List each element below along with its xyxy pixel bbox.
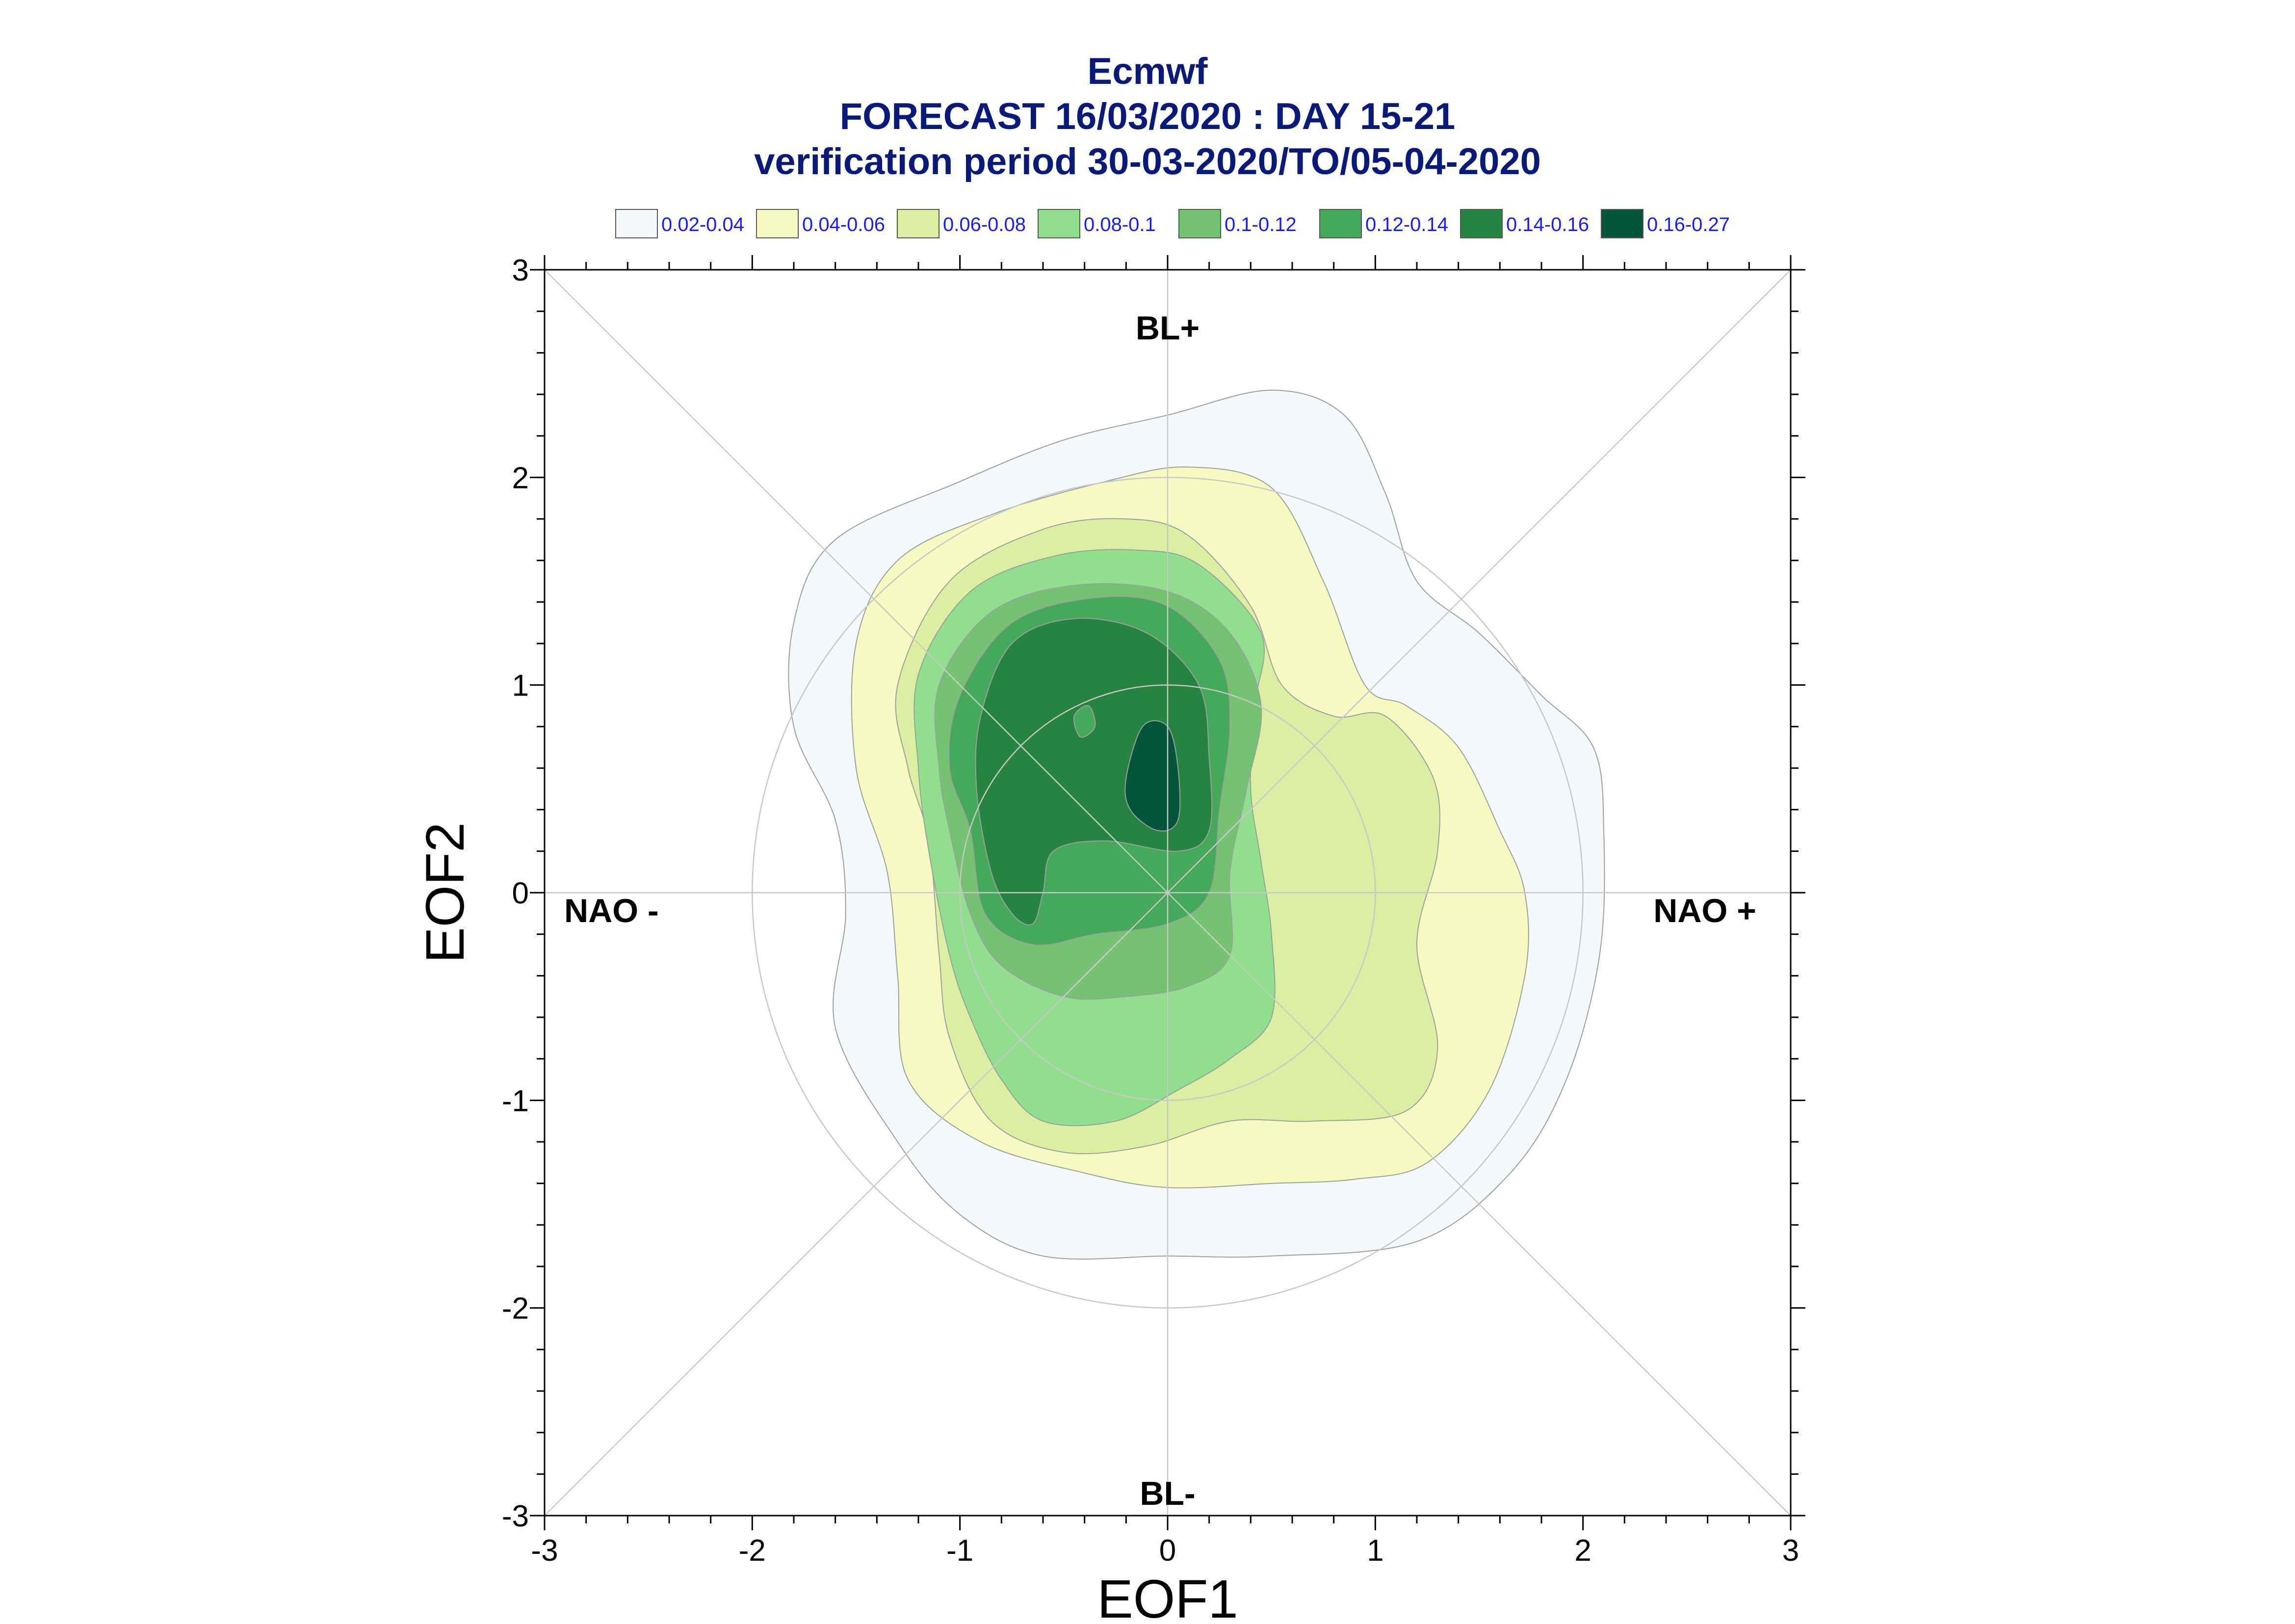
legend-swatch-0.04-0.06	[756, 209, 799, 238]
legend-swatch-0.06-0.08	[897, 209, 939, 238]
y-tick-label: -3	[502, 1499, 529, 1533]
reference-circle-r1	[959, 684, 1376, 1101]
reference-circle-r2	[752, 477, 1584, 1309]
title-line-1: Ecmwf	[1087, 51, 1208, 92]
y-tick-label: 0	[512, 876, 529, 910]
legend-label-0.12-0.14: 0.12-0.14	[1365, 214, 1448, 235]
contour-0.14-0.16-6	[975, 618, 1213, 926]
legend-label-0.04-0.06: 0.04-0.06	[802, 214, 885, 235]
label-bl-plus: BL+	[1136, 309, 1200, 347]
y-tick-label: 3	[512, 254, 529, 287]
x-tick-label: -1	[946, 1534, 973, 1568]
legend-label-0.02-0.04: 0.02-0.04	[661, 214, 744, 235]
legend-label-0.06-0.08: 0.06-0.08	[943, 214, 1026, 235]
contour-0.16-0.27-7	[1124, 720, 1181, 832]
contour-layer	[788, 389, 1605, 1260]
x-tick-label: 2	[1574, 1534, 1591, 1568]
chart-title: Ecmwf FORECAST 16/03/2020 : DAY 15-21 ve…	[0, 49, 2295, 184]
y-tick-label: -2	[502, 1292, 529, 1326]
label-nao-minus: NAO -	[564, 892, 659, 929]
title-line-3: verification period 30-03-2020/TO/05-04-…	[754, 141, 1541, 182]
y-tick-label: -1	[502, 1084, 529, 1118]
title-line-2: FORECAST 16/03/2020 : DAY 15-21	[839, 96, 1456, 137]
legend-swatch-0.08-0.1	[1038, 209, 1080, 238]
axis-ticks	[530, 255, 1805, 1530]
legend-swatch-0.1-0.12	[1178, 209, 1221, 238]
x-tick-label: 3	[1782, 1534, 1799, 1568]
guide-diagonal-2	[545, 270, 1791, 1516]
x-tick-label: -2	[739, 1534, 766, 1568]
x-axis-label: EOF1	[1097, 1569, 1238, 1624]
guide-lines	[545, 270, 1791, 1516]
y-tick-label: 1	[512, 669, 529, 703]
legend-swatch-0.16-0.27	[1601, 209, 1643, 238]
legend-swatch-0.12-0.14	[1319, 209, 1362, 238]
legend: 0.02-0.04 0.04-0.06 0.06-0.08 0.08-0.1 0.1-0…	[615, 209, 1730, 238]
y-tick-label: 2	[512, 461, 529, 495]
x-tick-label: 1	[1367, 1534, 1383, 1568]
legend-label-0.08-0.1: 0.08-0.1	[1084, 214, 1156, 235]
contour-0.12-0.14-8	[1073, 705, 1096, 738]
x-tick-label: -3	[531, 1534, 558, 1568]
legend-swatch-0.14-0.16	[1460, 209, 1503, 238]
legend-label-0.16-0.27: 0.16-0.27	[1647, 214, 1730, 235]
y-axis-label: EOF2	[415, 822, 475, 963]
tick-labels: -3 -2 -1 0 1 2 3 3 2 1 0 -1 -2 -3	[502, 254, 1799, 1568]
legend-swatch-0.02-0.04	[615, 209, 658, 238]
label-bl-minus: BL-	[1140, 1475, 1195, 1512]
label-nao-plus: NAO +	[1653, 892, 1756, 929]
legend-label-0.1-0.12: 0.1-0.12	[1225, 214, 1297, 235]
legend-label-0.14-0.16: 0.14-0.16	[1506, 214, 1589, 235]
x-tick-label: 0	[1159, 1534, 1176, 1568]
